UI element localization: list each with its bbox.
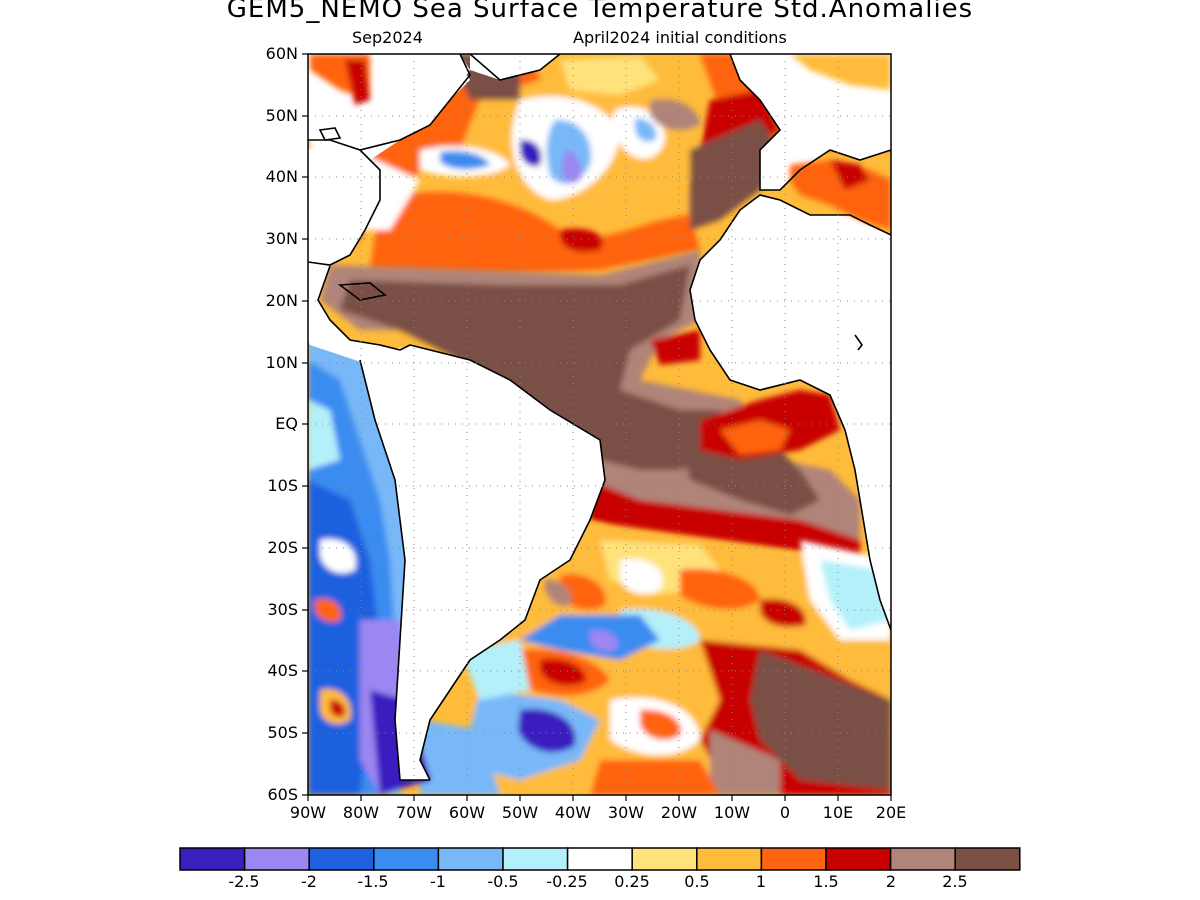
lat-label-20n: 20N xyxy=(265,291,298,310)
colorbar-label: 0.25 xyxy=(614,872,650,891)
lon-label-70w: 70W xyxy=(395,803,433,822)
colorbar-swatch xyxy=(566,847,633,871)
lat-label-40n: 40N xyxy=(265,167,298,186)
coastlines xyxy=(308,54,891,781)
axis-ticks xyxy=(302,53,892,801)
lat-label-50n: 50N xyxy=(265,106,298,125)
colorbar-swatch xyxy=(825,847,892,871)
colorbar-label: 1.5 xyxy=(813,872,839,891)
colorbar-label: 2.5 xyxy=(942,872,968,891)
colorbar-label: -1 xyxy=(430,872,446,891)
colorbar-swatch xyxy=(308,847,375,871)
lon-label-20e: 20E xyxy=(875,803,907,822)
lat-label-10s: 10S xyxy=(267,476,298,495)
colorbar-label: -2.5 xyxy=(228,872,260,891)
lon-label-80w: 80W xyxy=(342,803,380,822)
lat-label-eq: EQ xyxy=(275,414,298,433)
colorbar-swatch xyxy=(696,847,763,871)
ocean-field xyxy=(308,54,891,795)
lon-label-0: 0 xyxy=(779,803,791,822)
lat-label-40s: 40S xyxy=(267,661,298,680)
lon-label-10e: 10E xyxy=(822,803,854,822)
colorbar-swatch xyxy=(631,847,698,871)
colorbar-label: 1 xyxy=(755,872,767,891)
lat-label-30n: 30N xyxy=(265,229,298,248)
lon-label-30w: 30W xyxy=(607,803,645,822)
colorbar-swatch xyxy=(243,847,310,871)
colorbar-swatch xyxy=(373,847,440,871)
colorbar-label: -1.5 xyxy=(357,872,389,891)
lat-label-60s: 60S xyxy=(267,785,298,804)
colorbar-label: -0.25 xyxy=(546,872,588,891)
colorbar-label: 2 xyxy=(885,872,897,891)
lon-label-20w: 20W xyxy=(660,803,698,822)
land-masses xyxy=(308,54,891,780)
initial-conditions-label: April2024 initial conditions xyxy=(573,28,787,47)
colorbar xyxy=(179,847,1021,871)
colorbar-swatch xyxy=(179,847,246,871)
lon-label-60w: 60W xyxy=(448,803,486,822)
colorbar-swatch xyxy=(760,847,827,871)
lat-label-10n: 10N xyxy=(265,353,298,372)
lon-label-10w: 10W xyxy=(713,803,751,822)
forecast-month-label: Sep2024 xyxy=(352,28,423,47)
lat-label-50s: 50S xyxy=(267,723,298,742)
lat-label-30s: 30S xyxy=(267,600,298,619)
colorbar-swatch xyxy=(954,847,1021,871)
colorbar-label: -0.5 xyxy=(487,872,519,891)
lat-label-20s: 20S xyxy=(267,538,298,557)
colorbar-label: 0.5 xyxy=(684,872,710,891)
lon-label-40w: 40W xyxy=(554,803,592,822)
map-title: GEM5_NEMO Sea Surface Temperature Std.An… xyxy=(226,0,974,24)
lon-label-90w: 90W xyxy=(289,803,327,822)
colorbar-swatch xyxy=(437,847,504,871)
lat-label-60n: 60N xyxy=(265,44,298,63)
lon-label-50w: 50W xyxy=(501,803,539,822)
colorbar-swatch xyxy=(502,847,569,871)
colorbar-swatch xyxy=(889,847,956,871)
colorbar-label: -2 xyxy=(301,872,317,891)
